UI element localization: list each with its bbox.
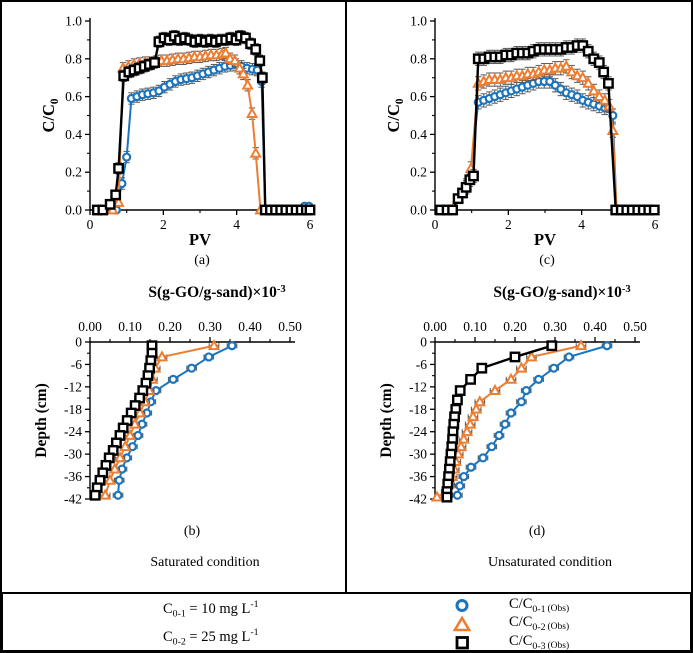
legend-series: C/C0-1 (Obs) C/C0-2 (Obs) C/C0-3 (Obs) (451, 596, 569, 652)
series-cc0-2-obs (99, 339, 221, 500)
series-cc0-3-obs (91, 29, 316, 216)
svg-text:0.2: 0.2 (410, 165, 427, 180)
svg-text:0.0: 0.0 (410, 203, 427, 218)
legend-item-label: C/C0-3 (Obs) (509, 633, 570, 652)
svg-text:-36: -36 (64, 469, 82, 484)
series-cc0-1-obs (452, 341, 613, 500)
svg-text:C/C0: C/C0 (384, 98, 406, 132)
svg-text:-18: -18 (409, 402, 427, 417)
svg-text:0.4: 0.4 (410, 127, 427, 142)
svg-text:0.20: 0.20 (158, 319, 182, 334)
svg-text:-42: -42 (64, 492, 82, 507)
svg-text:0.6: 0.6 (410, 89, 427, 104)
svg-text:0: 0 (75, 335, 82, 350)
legend-concentration-1: C0-1 = 10 mg L-1 (163, 599, 259, 620)
panel-caption-c: (c) (539, 253, 555, 268)
condition-label-saturated: Saturated condition (150, 555, 260, 570)
axes: 0 2 4 6 0.0 0.2 0.4 0.6 0.8 1.0 (65, 14, 314, 233)
svg-text:-6: -6 (416, 357, 427, 372)
triangle-marker-icon (451, 615, 473, 632)
svg-text:0: 0 (432, 217, 439, 232)
series-cc0-1-obs (111, 58, 314, 215)
series-cc0-3-obs (435, 38, 660, 216)
svg-text:0.00: 0.00 (78, 319, 102, 334)
svg-text:Depth (cm): Depth (cm) (378, 383, 395, 457)
svg-text:Depth (cm): Depth (cm) (33, 383, 50, 457)
svg-text:1.0: 1.0 (65, 14, 82, 29)
svg-text:0: 0 (420, 335, 427, 350)
obs-note: (Obs) (547, 603, 570, 614)
svg-text:0.6: 0.6 (65, 89, 82, 104)
breakthrough-chart-saturated: 0 2 4 6 0.0 0.2 0.4 0.6 0.8 1.0 PV C/C0 (39, 14, 316, 249)
svg-text:4: 4 (233, 217, 240, 232)
svg-text:-42: -42 (409, 492, 427, 507)
svg-text:0.40: 0.40 (238, 319, 262, 334)
legend-item-cc0-3: C/C0-3 (Obs) (451, 633, 569, 652)
svg-text:4: 4 (578, 217, 585, 232)
legend-item-cc0-2: C/C0-2 (Obs) (451, 614, 570, 634)
condition-label-unsaturated: Unsaturated condition (487, 555, 613, 570)
series-cc0-2-obs (430, 339, 588, 502)
panel-divider (345, 2, 347, 592)
series-cc0-3-obs (89, 340, 158, 501)
svg-text:0.30: 0.30 (198, 319, 222, 334)
svg-text:0.50: 0.50 (278, 319, 302, 334)
breakthrough-chart-unsaturated: 0 2 4 6 0.0 0.2 0.4 0.6 0.8 1.0 PV C/C0 (384, 14, 660, 249)
svg-text:2: 2 (160, 217, 167, 232)
svg-text:-36: -36 (409, 469, 427, 484)
legend-concentration-2: C0-2 = 25 mg L-1 (163, 627, 259, 649)
panel-caption-d: (d) (528, 524, 546, 539)
svg-text:6: 6 (652, 217, 659, 232)
svg-text:0.20: 0.20 (503, 319, 527, 334)
svg-text:0.4: 0.4 (65, 127, 82, 142)
svg-text:-30: -30 (64, 447, 82, 462)
svg-text:-6: -6 (71, 357, 82, 372)
svg-text:0: 0 (87, 217, 94, 232)
svg-text:0.10: 0.10 (118, 319, 142, 334)
svg-text:-12: -12 (409, 379, 427, 394)
retention-profile-chart-unsaturated: 0.00 0.10 0.20 0.30 0.40 0.50 0 -6 -12 -18 -24 -30 -… (378, 284, 647, 507)
legend-item-cc0-1: C/C0-1 (Obs) (451, 596, 569, 615)
axes: 0.00 0.10 0.20 0.30 0.40 0.50 0 -6 -12 -18 -24 -30 -… (64, 319, 302, 507)
svg-text:-30: -30 (409, 447, 427, 462)
svg-text:0.50: 0.50 (623, 319, 647, 334)
axes: 0.00 0.10 0.20 0.30 0.40 0.50 0 -6 -12 -18 -24 -30 -… (409, 319, 647, 507)
svg-text:0.8: 0.8 (410, 51, 427, 66)
svg-text:-24: -24 (64, 424, 82, 439)
series-cc0-3-obs (441, 340, 558, 503)
axes: 0 2 4 6 0.0 0.2 0.4 0.6 0.8 1.0 (410, 14, 659, 233)
legend-item-label: C/C0-2 (Obs) (509, 614, 570, 634)
svg-text:PV: PV (189, 230, 211, 249)
obs-note: (Obs) (547, 622, 570, 633)
legend-box: C0-1 = 10 mg L-1 C0-2 = 25 mg L-1 C0-3 =… (1, 592, 692, 652)
svg-text:-18: -18 (64, 402, 82, 417)
svg-text:0.00: 0.00 (423, 319, 447, 334)
panel-caption-b: (b) (183, 524, 201, 539)
legend-concentrations: C0-1 = 10 mg L-1 C0-2 = 25 mg L-1 C0-3 =… (163, 596, 259, 653)
svg-text:0.8: 0.8 (65, 51, 82, 66)
svg-text:-24: -24 (409, 424, 427, 439)
svg-text:S(g-GO/g-sand)×10-3: S(g-GO/g-sand)×10-3 (148, 284, 285, 301)
svg-text:S(g-GO/g-sand)×10-3: S(g-GO/g-sand)×10-3 (493, 284, 630, 301)
square-marker-icon (451, 635, 473, 650)
obs-note: (Obs) (547, 641, 570, 652)
svg-text:0.2: 0.2 (65, 165, 82, 180)
svg-text:PV: PV (534, 230, 556, 249)
svg-text:0.0: 0.0 (65, 203, 82, 218)
retention-profile-chart-saturated: 0.00 0.10 0.20 0.30 0.40 0.50 0 -6 -12 -18 -24 -30 -… (33, 284, 302, 507)
legend-item-label: C/C0-1 (Obs) (509, 595, 570, 615)
svg-text:6: 6 (307, 217, 314, 232)
svg-text:0.30: 0.30 (543, 319, 567, 334)
svg-text:0.40: 0.40 (583, 319, 607, 334)
svg-text:C/C0: C/C0 (39, 98, 61, 132)
svg-text:0.10: 0.10 (463, 319, 487, 334)
svg-text:2: 2 (505, 217, 512, 232)
error-bars (99, 343, 220, 498)
svg-text:1.0: 1.0 (410, 14, 427, 29)
panel-caption-a: (a) (194, 253, 210, 268)
circle-marker-icon (451, 598, 473, 613)
svg-text:-12: -12 (64, 379, 82, 394)
